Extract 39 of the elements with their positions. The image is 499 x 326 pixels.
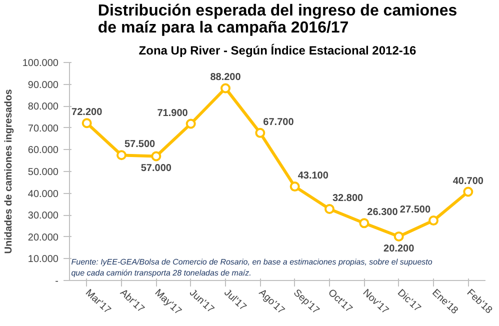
point [463, 186, 474, 197]
point [428, 216, 438, 226]
y-tick-label: 90.000 [28, 80, 59, 91]
y-axis-title: Unidades de camiones ingresados [3, 88, 14, 254]
data-label: 27.500 [400, 204, 431, 216]
y-tick-label: 60.000 [28, 145, 59, 156]
data-label: 43.100 [298, 170, 329, 182]
point [220, 83, 230, 94]
data-label: 72.200 [72, 107, 103, 118]
y-tick-label: 80.000 [28, 102, 59, 113]
point [290, 182, 300, 192]
point [324, 204, 334, 214]
y-tick-label: 100.000 [22, 58, 59, 69]
point [116, 150, 126, 160]
data-label: 40.700 [452, 176, 484, 187]
y-tick-label: 30.000 [28, 210, 59, 222]
y-tick-label: 10.000 [28, 254, 59, 266]
chart-title: Distribución esperada del ingreso de camiones de maíz para la campaña 2016/17 [98, 2, 458, 36]
data-label: 57.000 [140, 163, 172, 174]
data-label: 88.200 [210, 72, 242, 84]
data-label: 26.300 [367, 207, 398, 218]
y-tick-label: 40.000 [28, 188, 59, 200]
y-tick-label: 70.000 [28, 123, 59, 134]
data-label: 32.800 [332, 192, 364, 204]
point [394, 231, 404, 242]
point [151, 151, 162, 162]
data-label: 57.500 [124, 139, 156, 150]
point [255, 128, 266, 138]
point [359, 218, 370, 228]
y-tick-label: - [55, 276, 59, 287]
data-label: 71.900 [157, 108, 188, 119]
y-tick-label: 20.000 [28, 232, 59, 244]
y-tick-label: 50.000 [28, 167, 59, 178]
point [186, 118, 196, 129]
data-label: 67.700 [263, 116, 294, 128]
data-label: 20.200 [384, 243, 415, 254]
chart-subtitle: Zona Up River - Según Índice Estacional 2012-16 [138, 44, 417, 58]
annotation: Fuente: IyEE-GEA/Bolsa de Comercio de Rosario, en base a estimaciones propias, sobre el supuesto que cada camión transporta 28 toneladas de maíz. [71, 258, 433, 278]
point [82, 118, 92, 128]
